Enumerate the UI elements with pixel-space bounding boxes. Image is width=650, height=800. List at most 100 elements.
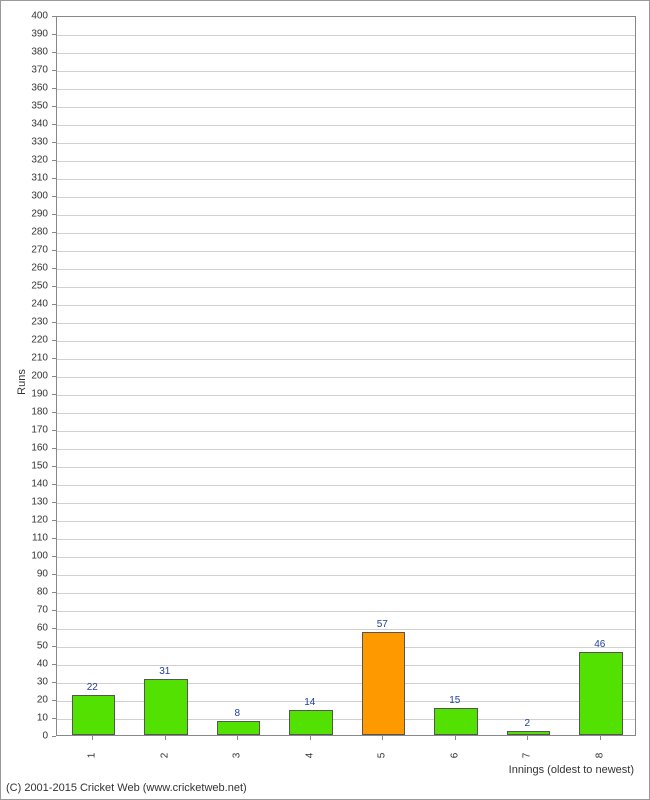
bar — [289, 710, 333, 735]
bar-value-label: 15 — [449, 695, 460, 706]
y-tick-mark — [52, 592, 56, 593]
bar — [217, 721, 261, 735]
y-tick-mark — [52, 196, 56, 197]
y-tick-mark — [52, 682, 56, 683]
grid-line — [57, 35, 635, 36]
y-tick-mark — [52, 124, 56, 125]
y-tick-mark — [52, 718, 56, 719]
grid-line — [57, 539, 635, 540]
y-tick-label: 150 — [1, 461, 48, 472]
grid-line — [57, 467, 635, 468]
y-tick-mark — [52, 430, 56, 431]
y-tick-mark — [52, 574, 56, 575]
y-tick-mark — [52, 322, 56, 323]
grid-line — [57, 179, 635, 180]
grid-line — [57, 395, 635, 396]
y-tick-mark — [52, 304, 56, 305]
y-tick-label: 250 — [1, 281, 48, 292]
y-tick-mark — [52, 268, 56, 269]
y-tick-mark — [52, 466, 56, 467]
grid-line — [57, 233, 635, 234]
grid-line — [57, 629, 635, 630]
y-tick-label: 120 — [1, 515, 48, 526]
grid-line — [57, 557, 635, 558]
y-tick-mark — [52, 376, 56, 377]
grid-line — [57, 413, 635, 414]
y-tick-label: 130 — [1, 497, 48, 508]
y-tick-label: 160 — [1, 443, 48, 454]
y-tick-label: 210 — [1, 353, 48, 364]
x-tick-mark — [382, 736, 383, 740]
y-tick-label: 100 — [1, 551, 48, 562]
grid-line — [57, 53, 635, 54]
x-tick-label: 8 — [594, 753, 605, 759]
grid-line — [57, 377, 635, 378]
bar-value-label: 57 — [377, 619, 388, 630]
grid-line — [57, 143, 635, 144]
bar — [144, 679, 188, 735]
y-tick-label: 300 — [1, 191, 48, 202]
grid-line — [57, 485, 635, 486]
bar-value-label: 14 — [304, 697, 315, 708]
y-tick-mark — [52, 88, 56, 89]
bar-value-label: 2 — [524, 718, 530, 729]
y-tick-label: 90 — [1, 569, 48, 580]
grid-line — [57, 665, 635, 666]
grid-line — [57, 503, 635, 504]
y-tick-label: 240 — [1, 299, 48, 310]
y-tick-mark — [52, 538, 56, 539]
bar-value-label: 8 — [234, 708, 240, 719]
y-tick-mark — [52, 106, 56, 107]
y-tick-label: 230 — [1, 317, 48, 328]
x-tick-label: 3 — [232, 753, 243, 759]
grid-line — [57, 107, 635, 108]
x-tick-mark — [600, 736, 601, 740]
y-tick-mark — [52, 556, 56, 557]
y-tick-label: 0 — [1, 731, 48, 742]
y-tick-mark — [52, 610, 56, 611]
bar — [72, 695, 116, 735]
x-tick-label: 2 — [159, 753, 170, 759]
y-tick-mark — [52, 286, 56, 287]
copyright-text: (C) 2001-2015 Cricket Web (www.cricketwe… — [6, 782, 247, 794]
bar-value-label: 46 — [594, 639, 605, 650]
y-tick-label: 180 — [1, 407, 48, 418]
y-tick-label: 220 — [1, 335, 48, 346]
y-tick-mark — [52, 502, 56, 503]
grid-line — [57, 611, 635, 612]
y-tick-mark — [52, 736, 56, 737]
y-tick-mark — [52, 628, 56, 629]
x-tick-mark — [165, 736, 166, 740]
y-tick-mark — [52, 16, 56, 17]
y-tick-label: 270 — [1, 245, 48, 256]
y-tick-mark — [52, 412, 56, 413]
grid-line — [57, 89, 635, 90]
y-tick-label: 380 — [1, 47, 48, 58]
y-tick-label: 30 — [1, 677, 48, 688]
y-tick-label: 170 — [1, 425, 48, 436]
grid-line — [57, 215, 635, 216]
x-tick-label: 4 — [304, 753, 315, 759]
x-tick-mark — [455, 736, 456, 740]
y-tick-label: 360 — [1, 83, 48, 94]
x-tick-label: 1 — [87, 753, 98, 759]
grid-line — [57, 521, 635, 522]
bar — [579, 652, 623, 735]
plot-area — [56, 16, 636, 736]
y-tick-label: 140 — [1, 479, 48, 490]
y-tick-label: 370 — [1, 65, 48, 76]
y-tick-label: 10 — [1, 713, 48, 724]
y-tick-label: 400 — [1, 11, 48, 22]
y-tick-mark — [52, 160, 56, 161]
y-tick-mark — [52, 142, 56, 143]
y-tick-label: 40 — [1, 659, 48, 670]
grid-line — [57, 359, 635, 360]
x-tick-mark — [237, 736, 238, 740]
y-tick-mark — [52, 358, 56, 359]
x-tick-label: 5 — [377, 753, 388, 759]
bar — [434, 708, 478, 735]
x-tick-label: 6 — [449, 753, 460, 759]
bar-value-label: 31 — [159, 666, 170, 677]
bar — [362, 632, 406, 735]
grid-line — [57, 593, 635, 594]
